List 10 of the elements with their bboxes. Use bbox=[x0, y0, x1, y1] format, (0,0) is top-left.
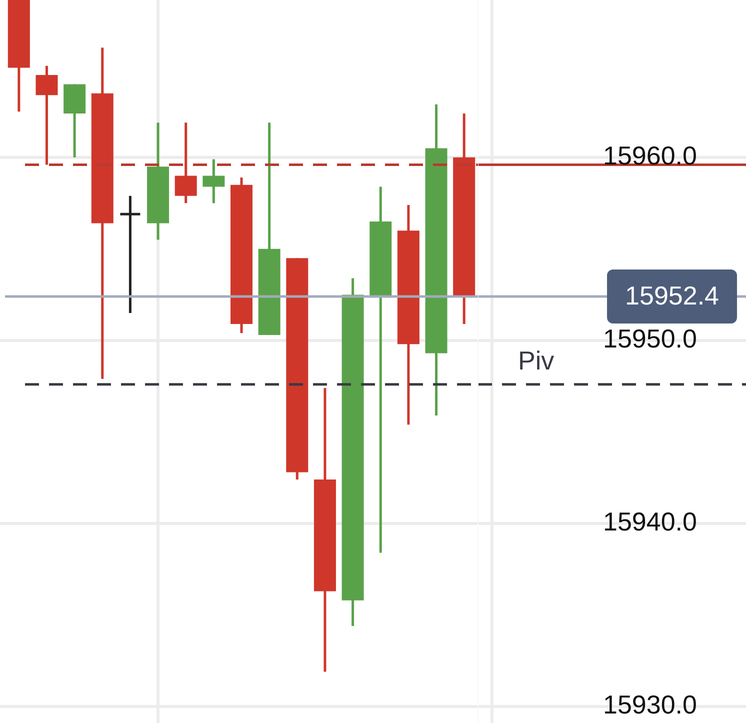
y-tick-label: 15930.0 bbox=[603, 690, 697, 720]
y-tick-label: 15940.0 bbox=[603, 506, 697, 537]
ref-line-label: 15952.4 bbox=[625, 280, 719, 311]
candlestick bbox=[118, 194, 142, 314]
y-tick-label: 15960.0 bbox=[603, 140, 697, 171]
candlestick bbox=[174, 121, 197, 204]
ref-line-label: Piv bbox=[518, 346, 554, 376]
candlestick bbox=[36, 64, 58, 166]
y-tick-label: 15950.0 bbox=[603, 324, 697, 354]
candlestick bbox=[202, 158, 225, 204]
